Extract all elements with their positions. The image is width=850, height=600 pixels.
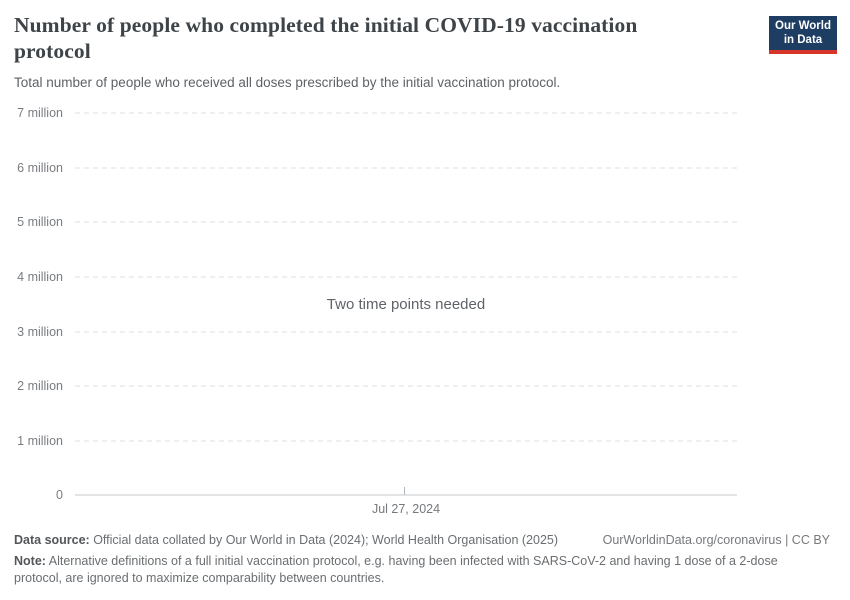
- gridline: [75, 331, 737, 333]
- owid-license-link[interactable]: OurWorldinData.org/coronavirus | CC BY: [602, 533, 830, 547]
- y-axis-tick-label: 6 million: [17, 161, 63, 175]
- chart-subtitle: Total number of people who received all …: [14, 75, 561, 90]
- empty-chart-message: Two time points needed: [326, 296, 486, 313]
- gridline: [75, 112, 737, 114]
- data-source-label: Data source:: [14, 533, 90, 547]
- gridline: [75, 385, 737, 387]
- owid-logo-line1: Our World: [775, 20, 832, 32]
- owid-logo-line2: in Data: [783, 33, 823, 46]
- y-axis-tick-label: 2 million: [17, 379, 63, 393]
- y-axis-tick-label: 5 million: [17, 215, 63, 229]
- y-axis-tick-label: 0: [56, 488, 63, 502]
- gridline: [75, 276, 737, 278]
- gridline: [75, 440, 737, 442]
- data-source-line: Data source: Official data collated by O…: [14, 532, 558, 548]
- data-source-text: Official data collated by Our World in D…: [89, 533, 559, 547]
- x-axis-line: [75, 494, 737, 496]
- y-axis-tick-label: 3 million: [17, 325, 63, 339]
- y-axis-tick-label: 1 million: [17, 434, 63, 448]
- page-title: Number of people who completed the initi…: [14, 13, 638, 63]
- footnote: Note: Alternative definitions of a full …: [14, 553, 806, 586]
- footnote-text: Alternative definitions of a full initia…: [14, 554, 778, 585]
- y-axis-tick-label: 7 million: [17, 106, 63, 120]
- chart-footer: Data source: Official data collated by O…: [14, 532, 830, 548]
- x-axis-tick-mark: [404, 487, 405, 495]
- x-axis-tick-label: Jul 27, 2024: [371, 502, 441, 516]
- gridline: [75, 167, 737, 169]
- y-axis-tick-label: 4 million: [17, 270, 63, 284]
- owid-logo[interactable]: Our World in Data: [769, 16, 838, 54]
- footnote-label: Note:: [14, 554, 46, 568]
- gridline: [75, 221, 737, 223]
